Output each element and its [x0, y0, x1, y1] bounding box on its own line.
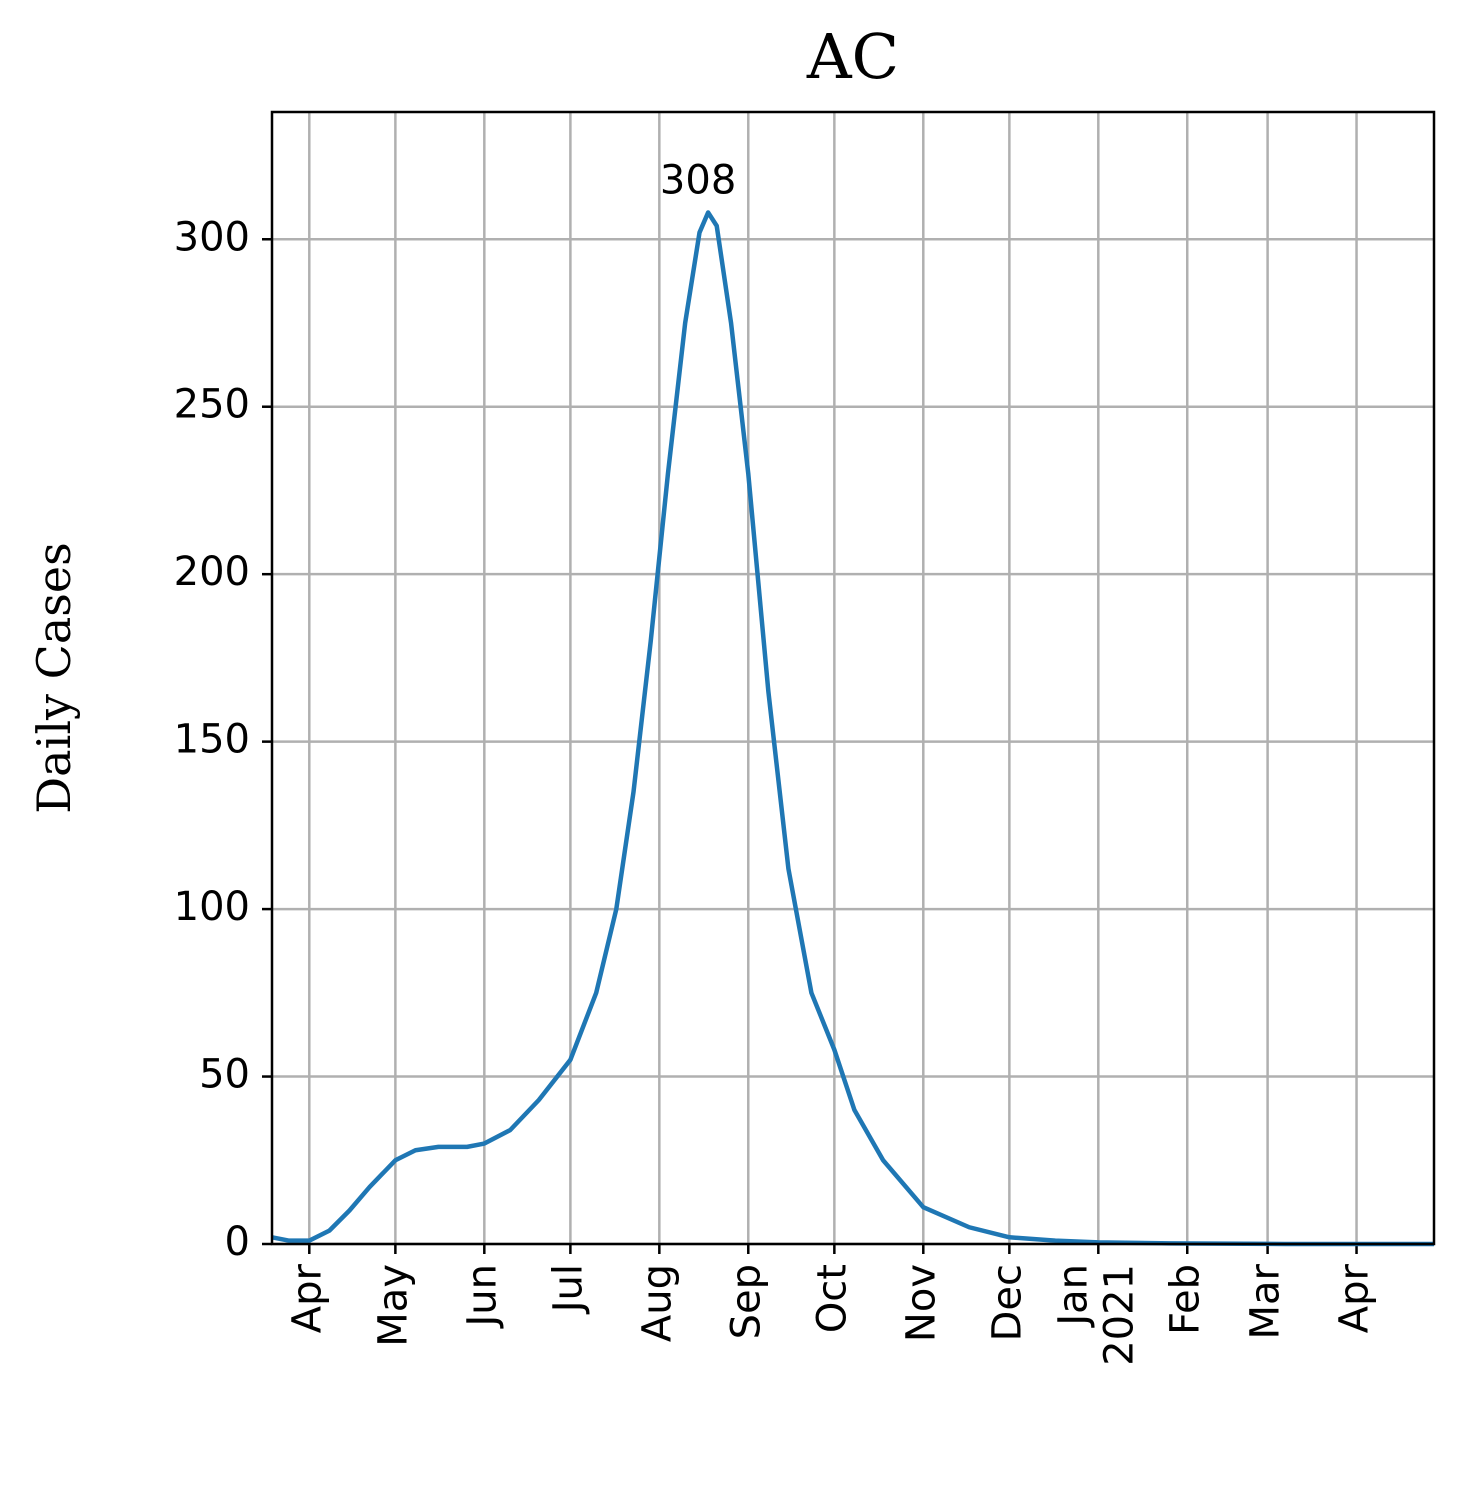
data-line: [271, 210, 1434, 1247]
x-tick-label: Feb: [1162, 1264, 1208, 1335]
y-axis-label: Daily Cases: [27, 542, 81, 813]
x-tick-label: May: [370, 1264, 416, 1347]
y-tick-label: 100: [174, 884, 250, 930]
x-tick-label: Sep: [723, 1264, 769, 1339]
x-tick-label: Jun: [459, 1264, 505, 1330]
x-tick-label: Apr: [284, 1263, 330, 1333]
x-tick-label: Jan2021: [1050, 1264, 1142, 1366]
y-tick-label: 0: [225, 1219, 250, 1265]
x-tick-label: Nov: [898, 1264, 944, 1342]
y-tick-label: 50: [199, 1052, 250, 1098]
x-tick-label: Apr: [1332, 1263, 1378, 1333]
annotation: 308: [660, 157, 736, 203]
x-tick-label: Jul: [545, 1264, 591, 1315]
x-tick-label: Mar: [1243, 1263, 1289, 1339]
plot-frame: [270, 110, 1436, 1246]
y-tick-label: 200: [174, 549, 250, 595]
x-tick-label: Aug: [634, 1264, 680, 1342]
x-tick-label: Dec: [984, 1264, 1030, 1341]
y-tick-label: 250: [174, 382, 250, 428]
x-tick-label: Oct: [809, 1264, 855, 1333]
y-tick-label: 150: [174, 717, 250, 763]
chart-title: AC: [806, 20, 899, 93]
y-tick-label: 300: [174, 214, 250, 260]
